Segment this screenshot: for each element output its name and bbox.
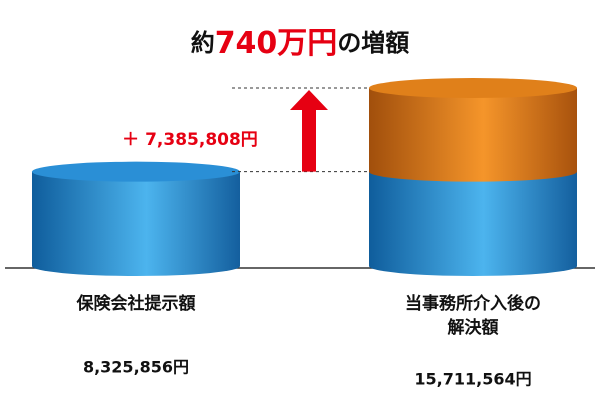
value-label: 8,325,856円 <box>83 358 189 377</box>
bar <box>369 171 577 276</box>
annotation: ＋ 7,385,808円 <box>122 130 258 150</box>
bar <box>32 171 240 276</box>
arrow <box>290 89 328 172</box>
bar-top <box>369 77 577 98</box>
title-part: の増額 <box>337 29 409 57</box>
category-label: 当事務所介入後の <box>405 293 541 314</box>
category-label: 解決額 <box>448 317 499 338</box>
bar-top <box>32 161 240 182</box>
bar <box>369 87 577 182</box>
category-label: 保険会社提示額 <box>76 293 196 314</box>
title-part: 740万円 <box>215 26 338 61</box>
chart-title: 約740万円の増額 <box>191 26 410 61</box>
value-label: 15,711,564円 <box>414 370 531 389</box>
title-part: 約 <box>191 29 215 57</box>
